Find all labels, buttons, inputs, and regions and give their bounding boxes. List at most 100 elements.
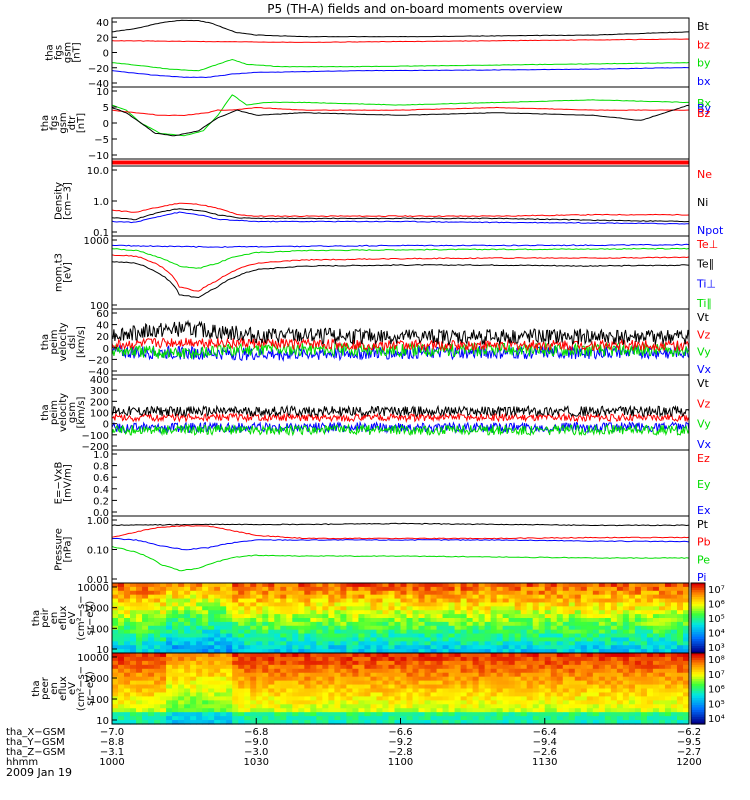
- panel-9-cell: [562, 621, 570, 627]
- panel-10-cell: [196, 656, 203, 662]
- panel-9-cell: [676, 590, 684, 596]
- panel-10-cell: [538, 696, 546, 701]
- panel-10-cell: [280, 696, 287, 701]
- panel-10-cell: [268, 676, 275, 682]
- panel-10-cell: [274, 668, 281, 674]
- panel-9-cell: [322, 598, 329, 604]
- panel-10-cell: [658, 660, 666, 666]
- panel-9-cell: [400, 649, 408, 654]
- panel-9-cell: [214, 629, 221, 635]
- panel-10-cell: [490, 708, 498, 713]
- panel-10-cell: [352, 712, 360, 717]
- panel-10-cell: [568, 708, 576, 713]
- panel-9-cell: [256, 637, 263, 642]
- panel-9-cell: [370, 637, 378, 642]
- panel-9-cell: [232, 586, 239, 592]
- panel-10-cell: [604, 668, 612, 674]
- panel-10-cell: [184, 676, 191, 682]
- panel-9-cell: [280, 625, 287, 631]
- panel-10-cell: [160, 653, 167, 658]
- panel-10-cell: [472, 656, 480, 662]
- panel-10-cell: [448, 684, 456, 690]
- panel-10-cell: [280, 653, 287, 658]
- panel-10-cell: [340, 716, 348, 721]
- panel-10-cell: [286, 716, 293, 721]
- panel-9-cell: [496, 583, 504, 588]
- panel-9-cell: [526, 629, 534, 635]
- panel-9-cell: [544, 598, 552, 604]
- panel-9-cell: [376, 610, 384, 615]
- panel-10-cell: [574, 688, 582, 694]
- panel-10-cell: [202, 680, 209, 686]
- panel-9-cell: [232, 610, 239, 615]
- panel-10-cell: [208, 700, 215, 705]
- panel-9-cell: [682, 649, 690, 654]
- panel-10-cell: [238, 672, 245, 678]
- panel-10-cell: [328, 704, 335, 709]
- panel-10-cell: [226, 684, 233, 690]
- panel-10-cell: [310, 684, 317, 690]
- panel-10-cell: [610, 700, 618, 705]
- panel-9-cell: [616, 586, 624, 592]
- panel-9-cell: [466, 633, 474, 639]
- panel-9-cell: [394, 633, 402, 639]
- panel-9-cell: [394, 641, 402, 646]
- panel-9-cell: [154, 602, 161, 607]
- panel-10-cell: [436, 688, 444, 694]
- panel-10-cell: [190, 664, 197, 670]
- panel-10-cell: [514, 708, 522, 713]
- panel-10-cell: [628, 664, 636, 670]
- panel-10-cell: [148, 692, 155, 697]
- panel-9-cell: [472, 586, 480, 592]
- panel-10-cell: [172, 676, 179, 682]
- panel-9-cell: [244, 614, 251, 619]
- panel-9-cell: [670, 641, 678, 646]
- panel-9-cell: [502, 645, 510, 650]
- panel-10-cell: [376, 692, 384, 697]
- panel-10-cell: [184, 672, 191, 678]
- panel-9-cell: [220, 637, 227, 642]
- panel-9-cell: [622, 594, 630, 600]
- panel-10-cell: [538, 680, 546, 686]
- panel-9-cell: [208, 610, 215, 615]
- panel-10-cell: [556, 668, 564, 674]
- panel-10-cell: [616, 692, 624, 697]
- panel-9-cell: [664, 633, 672, 639]
- panel-10-cell: [334, 696, 341, 701]
- panel-10-cell: [520, 704, 528, 709]
- panel-10-cell: [370, 676, 378, 682]
- panel-9-cell: [670, 594, 678, 600]
- panel-9-cell: [250, 625, 257, 631]
- panel-9-cell: [232, 598, 239, 604]
- panel-10-cell: [124, 712, 131, 717]
- panel-5-ytick-label: 60: [96, 309, 109, 320]
- panel-10-cell: [466, 692, 474, 697]
- panel-9-cell: [466, 594, 474, 600]
- panel-9-cell: [676, 621, 684, 627]
- panel-10-cell: [460, 672, 468, 678]
- panel-9-cell: [490, 594, 498, 600]
- panel-10-cell: [628, 716, 636, 721]
- panel-9-cell: [130, 649, 137, 654]
- panel-10-cell: [574, 700, 582, 705]
- panel-10-cell: [202, 712, 209, 717]
- x-row-value: −6.8: [244, 727, 268, 738]
- panel-10-cell: [652, 708, 660, 713]
- panel-10-cell: [502, 668, 510, 674]
- panel-9-cell: [598, 637, 606, 642]
- panel-10-cell: [592, 660, 600, 666]
- panel-9-cell: [652, 618, 660, 623]
- panel-10-cell: [544, 653, 552, 658]
- panel-10-cell: [388, 692, 396, 697]
- panel-10-cell: [436, 704, 444, 709]
- panel-9-cell: [400, 598, 408, 604]
- panel-10-cell: [202, 704, 209, 709]
- date-label: 2009 Jan 19: [6, 766, 72, 779]
- panel-9-cell: [628, 590, 636, 596]
- panel-9-cell: [262, 633, 269, 639]
- panel-9-cell: [496, 598, 504, 604]
- panel-10-cell: [520, 712, 528, 717]
- panel-9-cell: [382, 633, 390, 639]
- panel-9-cell: [268, 637, 275, 642]
- panel-10-cell: [322, 712, 329, 717]
